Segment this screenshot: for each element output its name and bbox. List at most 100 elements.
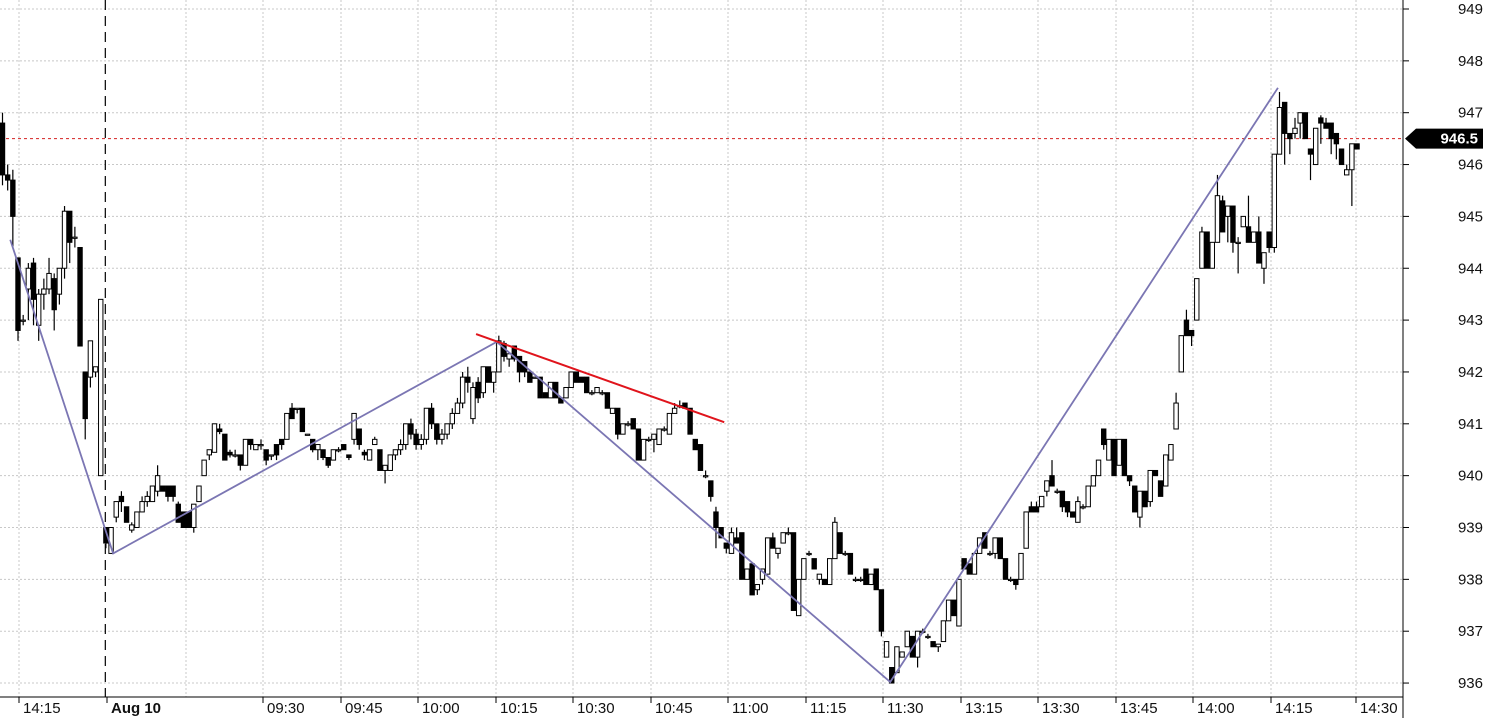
candle-body-down (615, 407, 621, 435)
candle-body-down (77, 247, 83, 347)
zigzag-line (9, 87, 1279, 684)
candle (1338, 148, 1345, 166)
current-price-label: 946.5 (1440, 131, 1478, 148)
candle (1194, 278, 1200, 321)
candle-body-up (1080, 506, 1086, 509)
candle-body-up (827, 558, 833, 586)
candle-body-up (1261, 252, 1267, 269)
candle (299, 407, 306, 433)
candle-body-up (1044, 480, 1050, 492)
candle (170, 485, 176, 502)
candle-body-up (1214, 195, 1221, 243)
candle (951, 599, 957, 617)
candle-body-up (444, 423, 450, 435)
candle (439, 428, 445, 445)
candle (1349, 143, 1355, 207)
candle-body-up (1023, 511, 1029, 549)
candle (10, 169, 16, 248)
candle-body-up (1194, 278, 1200, 321)
candle-body-up (268, 454, 275, 457)
x-tick-label: 11:00 (732, 700, 768, 717)
y-tick-label: 939 (1458, 520, 1483, 537)
candle-body-down (408, 423, 414, 435)
candle-body-down (718, 527, 724, 539)
candle (25, 263, 32, 321)
candle (310, 438, 316, 453)
candle (997, 537, 1004, 560)
candle-body-up (775, 547, 781, 554)
candle-body-up (253, 444, 259, 451)
candle-body-down (299, 407, 306, 433)
candle-body-down (1132, 485, 1138, 513)
candle (702, 470, 709, 479)
candle-body-down (723, 542, 729, 549)
candle (98, 298, 104, 477)
x-tick-label: 10:45 (655, 700, 693, 717)
candle-body-down (356, 428, 362, 446)
candle-body-down (1059, 490, 1066, 508)
candle-body-down (790, 532, 797, 611)
candle (806, 550, 812, 557)
candle (315, 444, 321, 461)
candle-body-down (123, 506, 130, 523)
candle (237, 454, 244, 471)
candle-body-up (129, 524, 135, 531)
candle-body-down (1157, 480, 1164, 497)
candle-body-up (41, 288, 47, 295)
candle (144, 491, 150, 507)
candle (1152, 469, 1159, 477)
x-tick-label: 14:00 (1197, 700, 1235, 717)
candle (4, 164, 11, 191)
candle (20, 314, 26, 326)
candle (573, 371, 580, 383)
candle-body-down (1111, 438, 1117, 477)
candle-body-up (92, 366, 99, 373)
candle-body-down (15, 257, 21, 331)
candle-body-up (211, 423, 218, 453)
candle (434, 423, 440, 445)
candle-body-down (0, 122, 6, 176)
candle-body-up (284, 412, 290, 440)
candle (1281, 101, 1288, 165)
candle (51, 273, 57, 331)
candle-body-down (584, 376, 590, 394)
candle (1157, 480, 1164, 497)
candle-body-up (666, 412, 673, 435)
candle (196, 485, 202, 503)
candle-body-up (1163, 454, 1169, 487)
grid (0, 0, 1403, 697)
candle-body-up (563, 387, 569, 399)
candle-body-up (439, 433, 445, 440)
candle (82, 371, 88, 440)
candle (1287, 132, 1293, 155)
candle (480, 366, 487, 398)
candle (413, 428, 419, 450)
candle-body-down (1318, 117, 1324, 124)
candle (289, 403, 295, 420)
candle (578, 376, 585, 383)
candle (304, 433, 311, 436)
candle-body-up (98, 298, 104, 477)
candle-body-down (1069, 511, 1076, 518)
candle (780, 532, 786, 544)
candle (1013, 578, 1019, 590)
candle (356, 428, 362, 450)
candle-body-down (485, 366, 492, 383)
candle (1219, 195, 1226, 233)
candle-body-down (552, 381, 559, 399)
candle (134, 511, 140, 529)
candle-body-up (609, 407, 616, 414)
candle (160, 485, 166, 492)
candle-body-down (227, 451, 233, 456)
candle (227, 449, 233, 458)
candle-body-up (1007, 578, 1014, 582)
candle-body-down (713, 511, 719, 529)
candle-body-down (465, 376, 471, 383)
candle (1111, 438, 1117, 477)
candle (615, 407, 621, 440)
candle (459, 371, 466, 409)
candles (0, 91, 1360, 684)
candle-body-up (620, 423, 626, 435)
candle-body-up (449, 412, 455, 425)
y-tick-label: 945 (1458, 208, 1483, 225)
